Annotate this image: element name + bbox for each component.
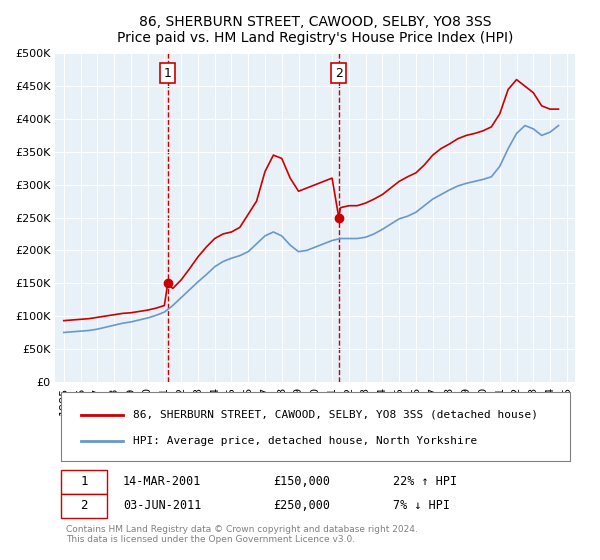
FancyBboxPatch shape bbox=[61, 494, 107, 517]
Text: HPI: Average price, detached house, North Yorkshire: HPI: Average price, detached house, Nort… bbox=[133, 436, 478, 446]
Text: 1: 1 bbox=[80, 475, 88, 488]
Text: £150,000: £150,000 bbox=[274, 475, 331, 488]
Text: 2: 2 bbox=[335, 67, 343, 80]
Text: 2: 2 bbox=[80, 499, 88, 512]
Text: 86, SHERBURN STREET, CAWOOD, SELBY, YO8 3SS (detached house): 86, SHERBURN STREET, CAWOOD, SELBY, YO8 … bbox=[133, 409, 538, 419]
Text: Contains HM Land Registry data © Crown copyright and database right 2024.
This d: Contains HM Land Registry data © Crown c… bbox=[66, 525, 418, 544]
Text: 22% ↑ HPI: 22% ↑ HPI bbox=[393, 475, 457, 488]
Title: 86, SHERBURN STREET, CAWOOD, SELBY, YO8 3SS
Price paid vs. HM Land Registry's Ho: 86, SHERBURN STREET, CAWOOD, SELBY, YO8 … bbox=[117, 15, 514, 45]
Text: 03-JUN-2011: 03-JUN-2011 bbox=[123, 499, 202, 512]
FancyBboxPatch shape bbox=[61, 470, 107, 494]
Text: 1: 1 bbox=[164, 67, 172, 80]
Text: £250,000: £250,000 bbox=[274, 499, 331, 512]
Text: 7% ↓ HPI: 7% ↓ HPI bbox=[393, 499, 450, 512]
Text: 14-MAR-2001: 14-MAR-2001 bbox=[123, 475, 202, 488]
FancyBboxPatch shape bbox=[61, 392, 570, 461]
